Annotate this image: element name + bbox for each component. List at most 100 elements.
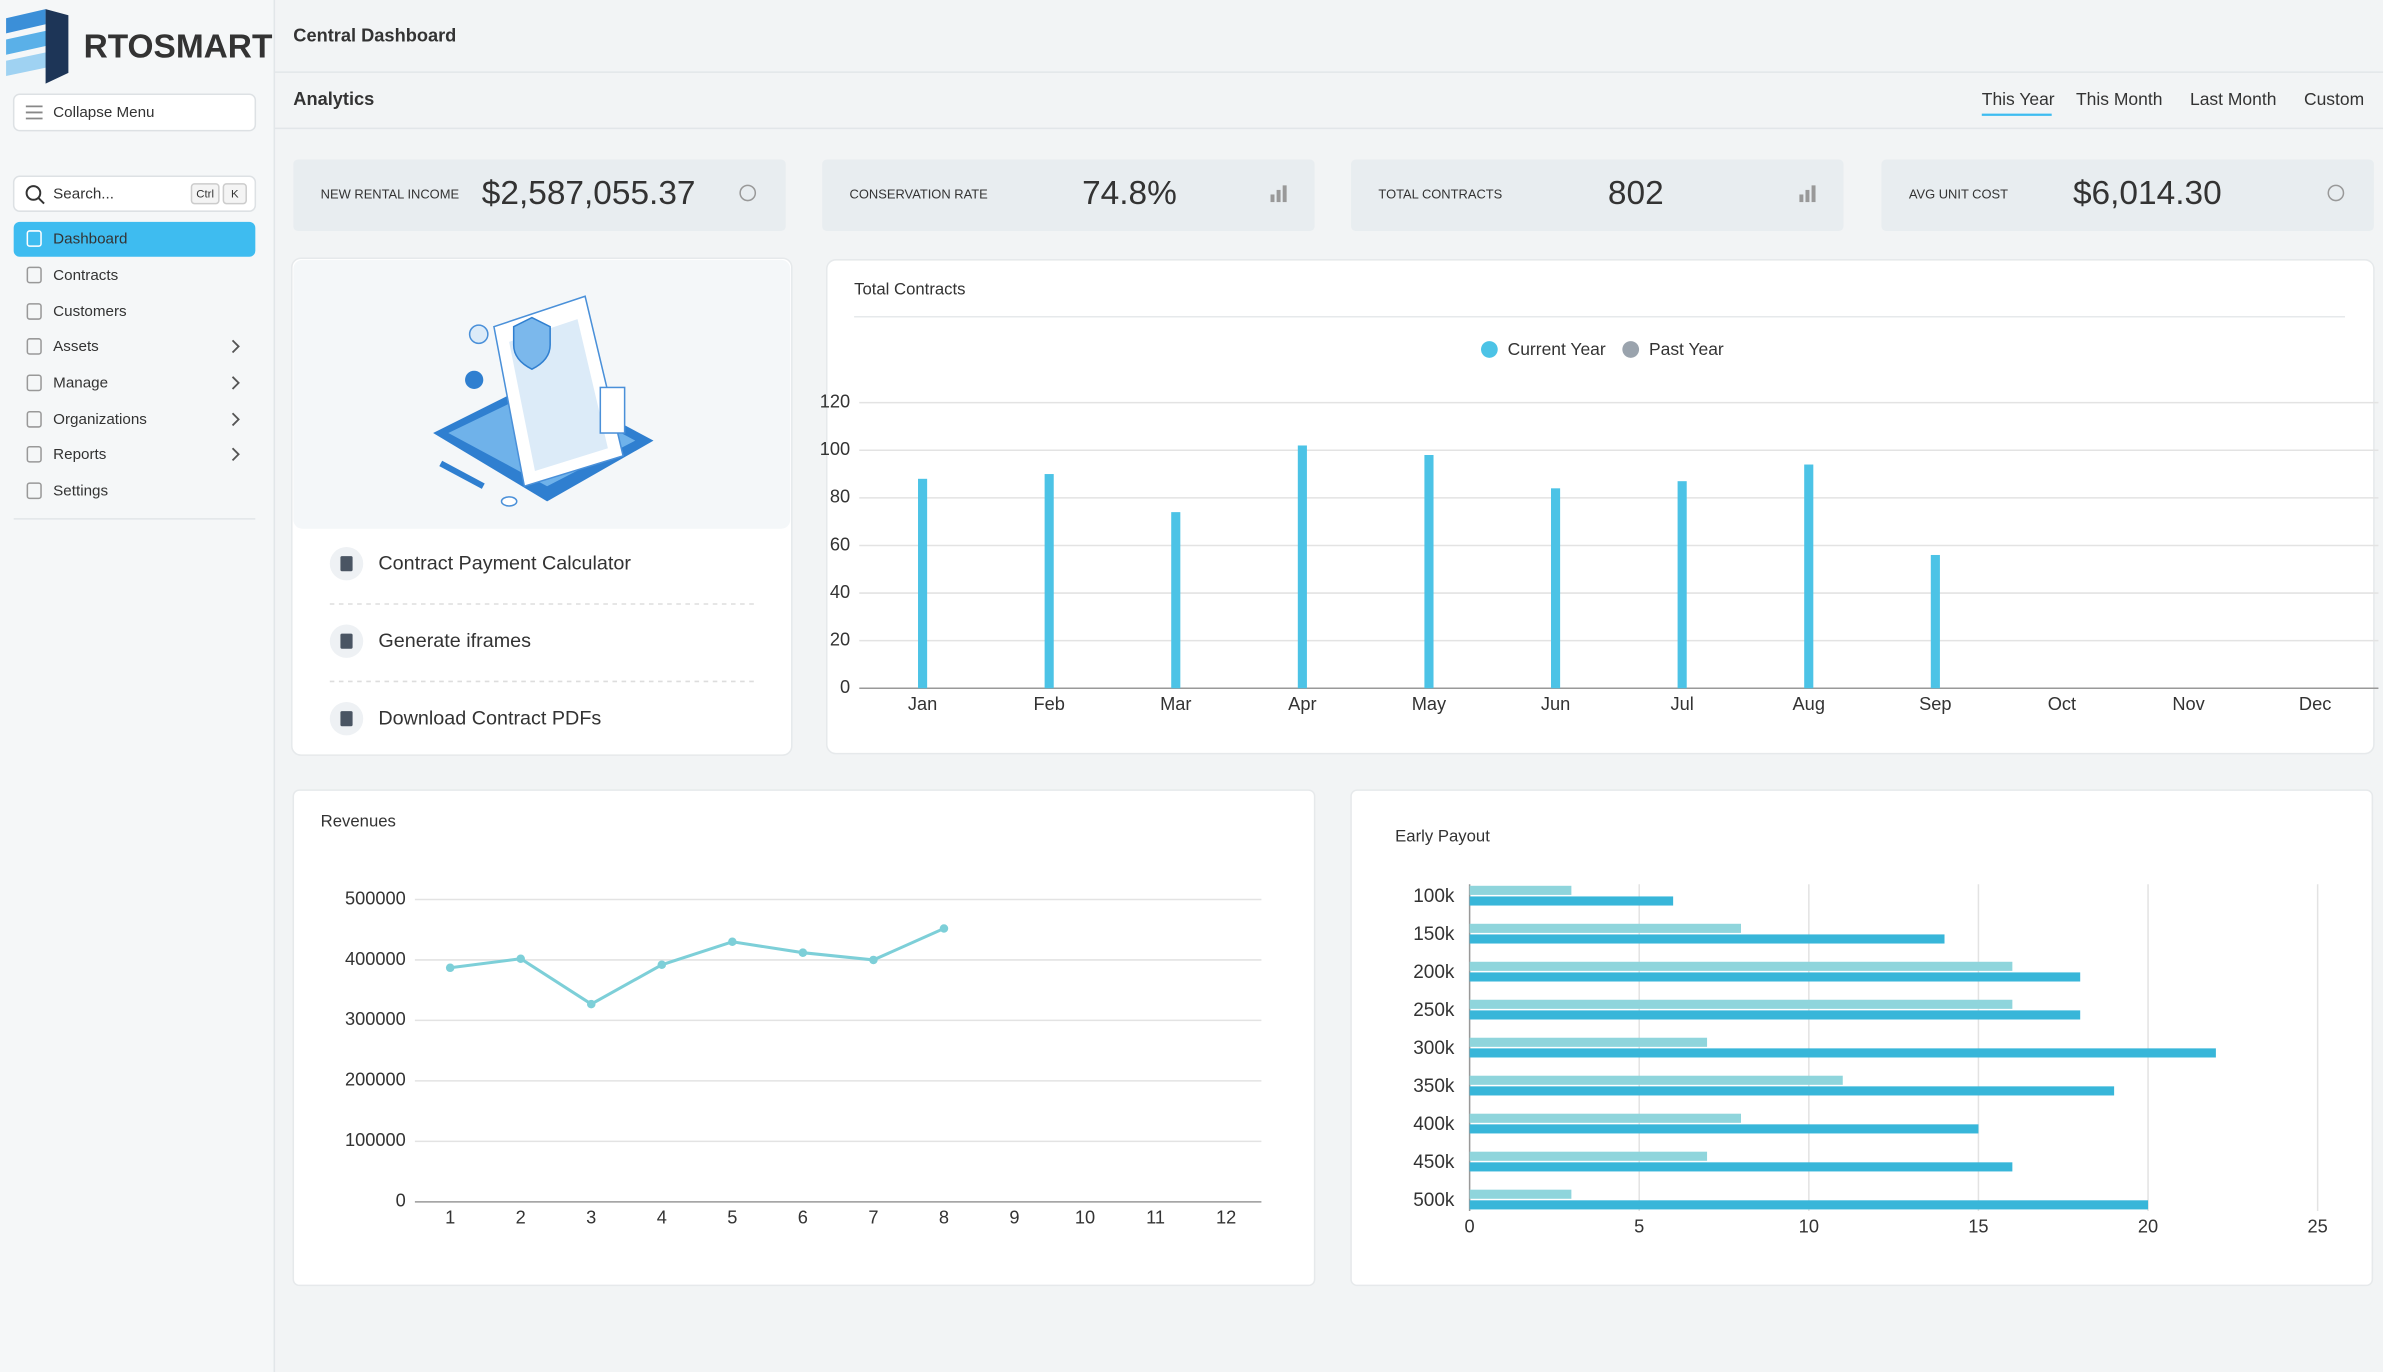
legend-swatch [1481, 341, 1498, 358]
menu-item[interactable]: Manage [53, 375, 108, 392]
bar [1469, 934, 1945, 944]
menu-item[interactable]: Reports [53, 446, 107, 463]
tool-link[interactable]: Generate iframes [378, 630, 531, 652]
key-label: K [231, 188, 239, 200]
menu-item[interactable]: Customers [53, 303, 127, 320]
search-placeholder: Search... [53, 185, 114, 202]
menu-item[interactable]: Settings [53, 483, 108, 500]
tool-link[interactable]: Download Contract PDFs [378, 708, 601, 730]
x-tick-label: 25 [2308, 1215, 2328, 1236]
menu-item[interactable]: Organizations [53, 411, 147, 428]
bar [918, 478, 928, 689]
y-tick-label: 350k [1413, 1076, 1455, 1097]
y-tick-label: 80 [830, 486, 850, 507]
x-tick-label: Nov [2172, 693, 2205, 714]
y-tick-label: 0 [840, 676, 850, 697]
chevron [231, 412, 240, 427]
y-tick-label: 60 [830, 533, 850, 554]
kpi-icon [1270, 194, 1275, 203]
kpi-card [1881, 159, 2374, 231]
collapse-label: Collapse Menu [53, 104, 154, 121]
bar [1469, 1189, 1572, 1199]
y-tick-label: 120 [820, 390, 850, 411]
x-tick-label: 10 [1799, 1215, 1819, 1236]
x-tick-label: 12 [1216, 1206, 1236, 1227]
y-tick-label: 300000 [345, 1008, 406, 1029]
menu-icon [26, 266, 42, 284]
x-tick-label: 2 [516, 1206, 526, 1227]
menu-icon [26, 445, 42, 463]
x-tick-label: 15 [1968, 1215, 1988, 1236]
bar [1469, 1010, 2081, 1020]
kpi-icon [1811, 185, 1816, 203]
chart-title: Early Payout [1395, 827, 1490, 846]
x-tick-label: 8 [939, 1206, 949, 1227]
menu-item[interactable]: Dashboard [53, 230, 127, 247]
y-tick-label: 40 [830, 581, 850, 602]
y-tick-label: 100000 [345, 1129, 406, 1150]
kpi-card [1351, 159, 1844, 231]
bar [1469, 1113, 1741, 1123]
kpi-value: 802 [1608, 175, 1664, 212]
point [869, 955, 878, 965]
x-tick-label: Sep [1919, 693, 1951, 714]
range-tab[interactable]: This Year [1982, 89, 2055, 109]
y-tick-label: 400k [1413, 1114, 1455, 1135]
kpi-icon [1799, 194, 1804, 203]
collapse-button[interactable] [12, 93, 257, 132]
y-tick-label: 300k [1413, 1038, 1455, 1059]
kpi-label: TOTAL CONTRACTS [1378, 187, 1502, 202]
tool-icon [340, 556, 353, 572]
brand: RTOSMART [84, 28, 273, 65]
key [190, 183, 220, 205]
bar [1469, 1075, 1843, 1085]
bar [1171, 512, 1181, 689]
range-tab[interactable]: This Month [2076, 89, 2162, 109]
range-tab[interactable]: Custom [2304, 89, 2364, 109]
y-tick-label: 500000 [345, 887, 406, 908]
x-tick-label: 6 [798, 1206, 808, 1227]
y-tick-label: 400000 [345, 948, 406, 969]
menu-item[interactable]: Contracts [53, 267, 118, 284]
bar [1469, 1086, 2115, 1096]
menu-icon [26, 230, 42, 247]
bar [1044, 474, 1054, 689]
bar [1469, 972, 2081, 982]
kpi-icon [2327, 184, 2345, 202]
page-title: Central Dashboard [293, 24, 456, 45]
bar [1469, 1151, 1708, 1161]
tool-icon [340, 633, 353, 649]
x-tick-label: 1 [445, 1206, 455, 1227]
kpi-icon [739, 184, 757, 202]
active-menu-bg [13, 221, 256, 257]
menu-icon [26, 374, 42, 392]
y-tick-label: 20 [830, 628, 850, 649]
line [449, 927, 945, 1006]
x-tick-label: Oct [2048, 693, 2076, 714]
x-tick-label: May [1412, 693, 1447, 714]
tool-link[interactable]: Contract Payment Calculator [378, 553, 631, 575]
menu-icon [26, 482, 42, 500]
kpi-label: CONSERVATION RATE [850, 187, 989, 202]
tool-icon [340, 711, 353, 727]
bar [1424, 455, 1434, 689]
search-icon [25, 185, 42, 201]
menu-icon [26, 410, 42, 428]
point [516, 954, 525, 963]
menu-item[interactable]: Assets [53, 338, 99, 355]
chevron [231, 447, 240, 462]
section-title: Analytics [293, 88, 374, 109]
legend-swatch [1622, 341, 1640, 358]
y-tick-label: 200k [1413, 962, 1455, 983]
chevron [231, 376, 240, 390]
x-tick-label: 5 [727, 1206, 737, 1227]
range-tab[interactable]: Last Month [2190, 89, 2276, 109]
y-tick-label: 100k [1413, 886, 1455, 907]
legend-label: Current Year [1508, 339, 1606, 359]
y-tick-label: 500k [1413, 1190, 1455, 1211]
kpi-label: NEW RENTAL INCOME [321, 187, 460, 202]
bar [1469, 1162, 2013, 1172]
kpi-card [822, 159, 1315, 231]
